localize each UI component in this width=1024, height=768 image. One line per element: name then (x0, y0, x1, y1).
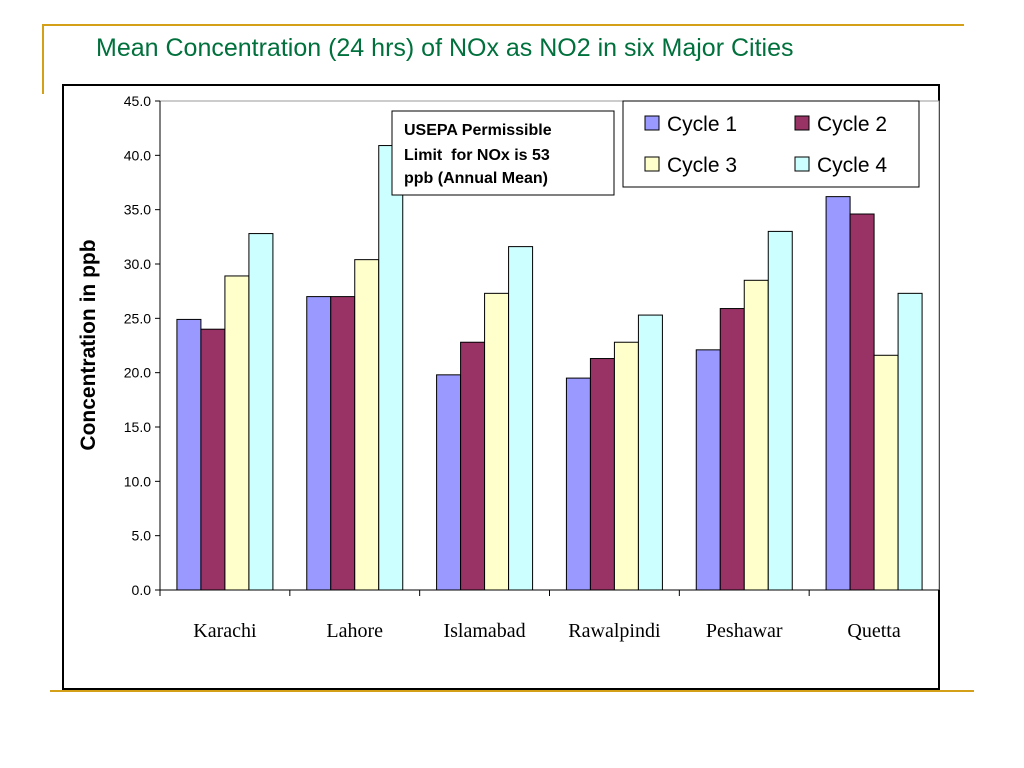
bar-cycle-1-lahore (307, 297, 331, 590)
annotation-line-1: USEPA Permissible (404, 122, 552, 139)
bar-cycle-3-lahore (355, 260, 379, 590)
y-tick-label: 45.0 (124, 93, 151, 109)
bar-cycle-2-islamabad (461, 342, 485, 590)
bar-cycle-2-rawalpindi (590, 359, 614, 590)
legend-swatch-cycle-4 (795, 157, 809, 171)
bar-cycle-4-lahore (379, 146, 403, 590)
bar-cycle-2-karachi (201, 329, 225, 590)
bar-cycle-4-islamabad (509, 247, 533, 590)
bar-cycle-4-quetta (898, 293, 922, 590)
y-tick-label: 10.0 (124, 473, 151, 489)
bar-chart: 0.0 5.0 10.0 15.0 20.0 25.0 30.0 35.0 40.0 45.0 Ka… (0, 0, 1024, 768)
x-tick-label: Rawalpindi (568, 620, 661, 642)
bar-cycle-2-lahore (331, 297, 355, 590)
y-tick-label: 15.0 (124, 419, 151, 435)
bar-cycle-3-islamabad (485, 293, 509, 590)
bar-cycle-1-peshawar (696, 350, 720, 590)
bar-cycle-1-karachi (177, 319, 201, 590)
y-tick-label: 0.0 (132, 582, 152, 598)
annotation-line-3: ppb (Annual Mean) (404, 170, 548, 187)
x-tick-label: Islamabad (443, 620, 525, 642)
legend-swatch-cycle-1 (645, 116, 659, 130)
bar-cycle-1-rawalpindi (566, 378, 590, 590)
y-tick-label: 40.0 (124, 147, 151, 163)
x-tick-label: Quetta (847, 620, 900, 642)
legend-label-cycle-1: Cycle 1 (667, 113, 737, 136)
bar-cycle-3-peshawar (744, 280, 768, 590)
y-tick-label: 30.0 (124, 256, 151, 272)
y-tick-label: 5.0 (132, 528, 152, 544)
bar-cycle-4-peshawar (768, 231, 792, 590)
legend-swatch-cycle-2 (795, 116, 809, 130)
legend-label-cycle-2: Cycle 2 (817, 113, 887, 136)
y-axis-label: Concentration in ppb (77, 239, 100, 450)
y-tick-label: 20.0 (124, 365, 151, 381)
bar-cycle-3-rawalpindi (614, 342, 638, 590)
y-tick-label: 25.0 (124, 310, 151, 326)
annotation-line-2: Limit for NOx is 53 (404, 147, 550, 164)
annotation-box: USEPA Permissible Limit for NOx is 53 pp… (392, 111, 614, 195)
legend-swatch-cycle-3 (645, 157, 659, 171)
x-tick-label: Lahore (326, 620, 383, 642)
bar-cycle-3-karachi (225, 276, 249, 590)
x-tick-label: Peshawar (706, 620, 783, 642)
y-tick-label: 35.0 (124, 202, 151, 218)
bar-cycle-1-islamabad (437, 375, 461, 590)
bar-cycle-4-karachi (249, 234, 273, 590)
legend-label-cycle-3: Cycle 3 (667, 154, 737, 177)
bar-cycle-4-rawalpindi (638, 315, 662, 590)
bar-cycle-2-peshawar (720, 309, 744, 590)
bar-cycle-2-quetta (850, 214, 874, 590)
bar-cycle-3-quetta (874, 355, 898, 590)
legend-label-cycle-4: Cycle 4 (817, 154, 887, 177)
x-tick-label: Karachi (193, 620, 257, 642)
bar-cycle-1-quetta (826, 197, 850, 590)
legend: Cycle 1 Cycle 2 Cycle 3 Cycle 4 (623, 101, 919, 187)
